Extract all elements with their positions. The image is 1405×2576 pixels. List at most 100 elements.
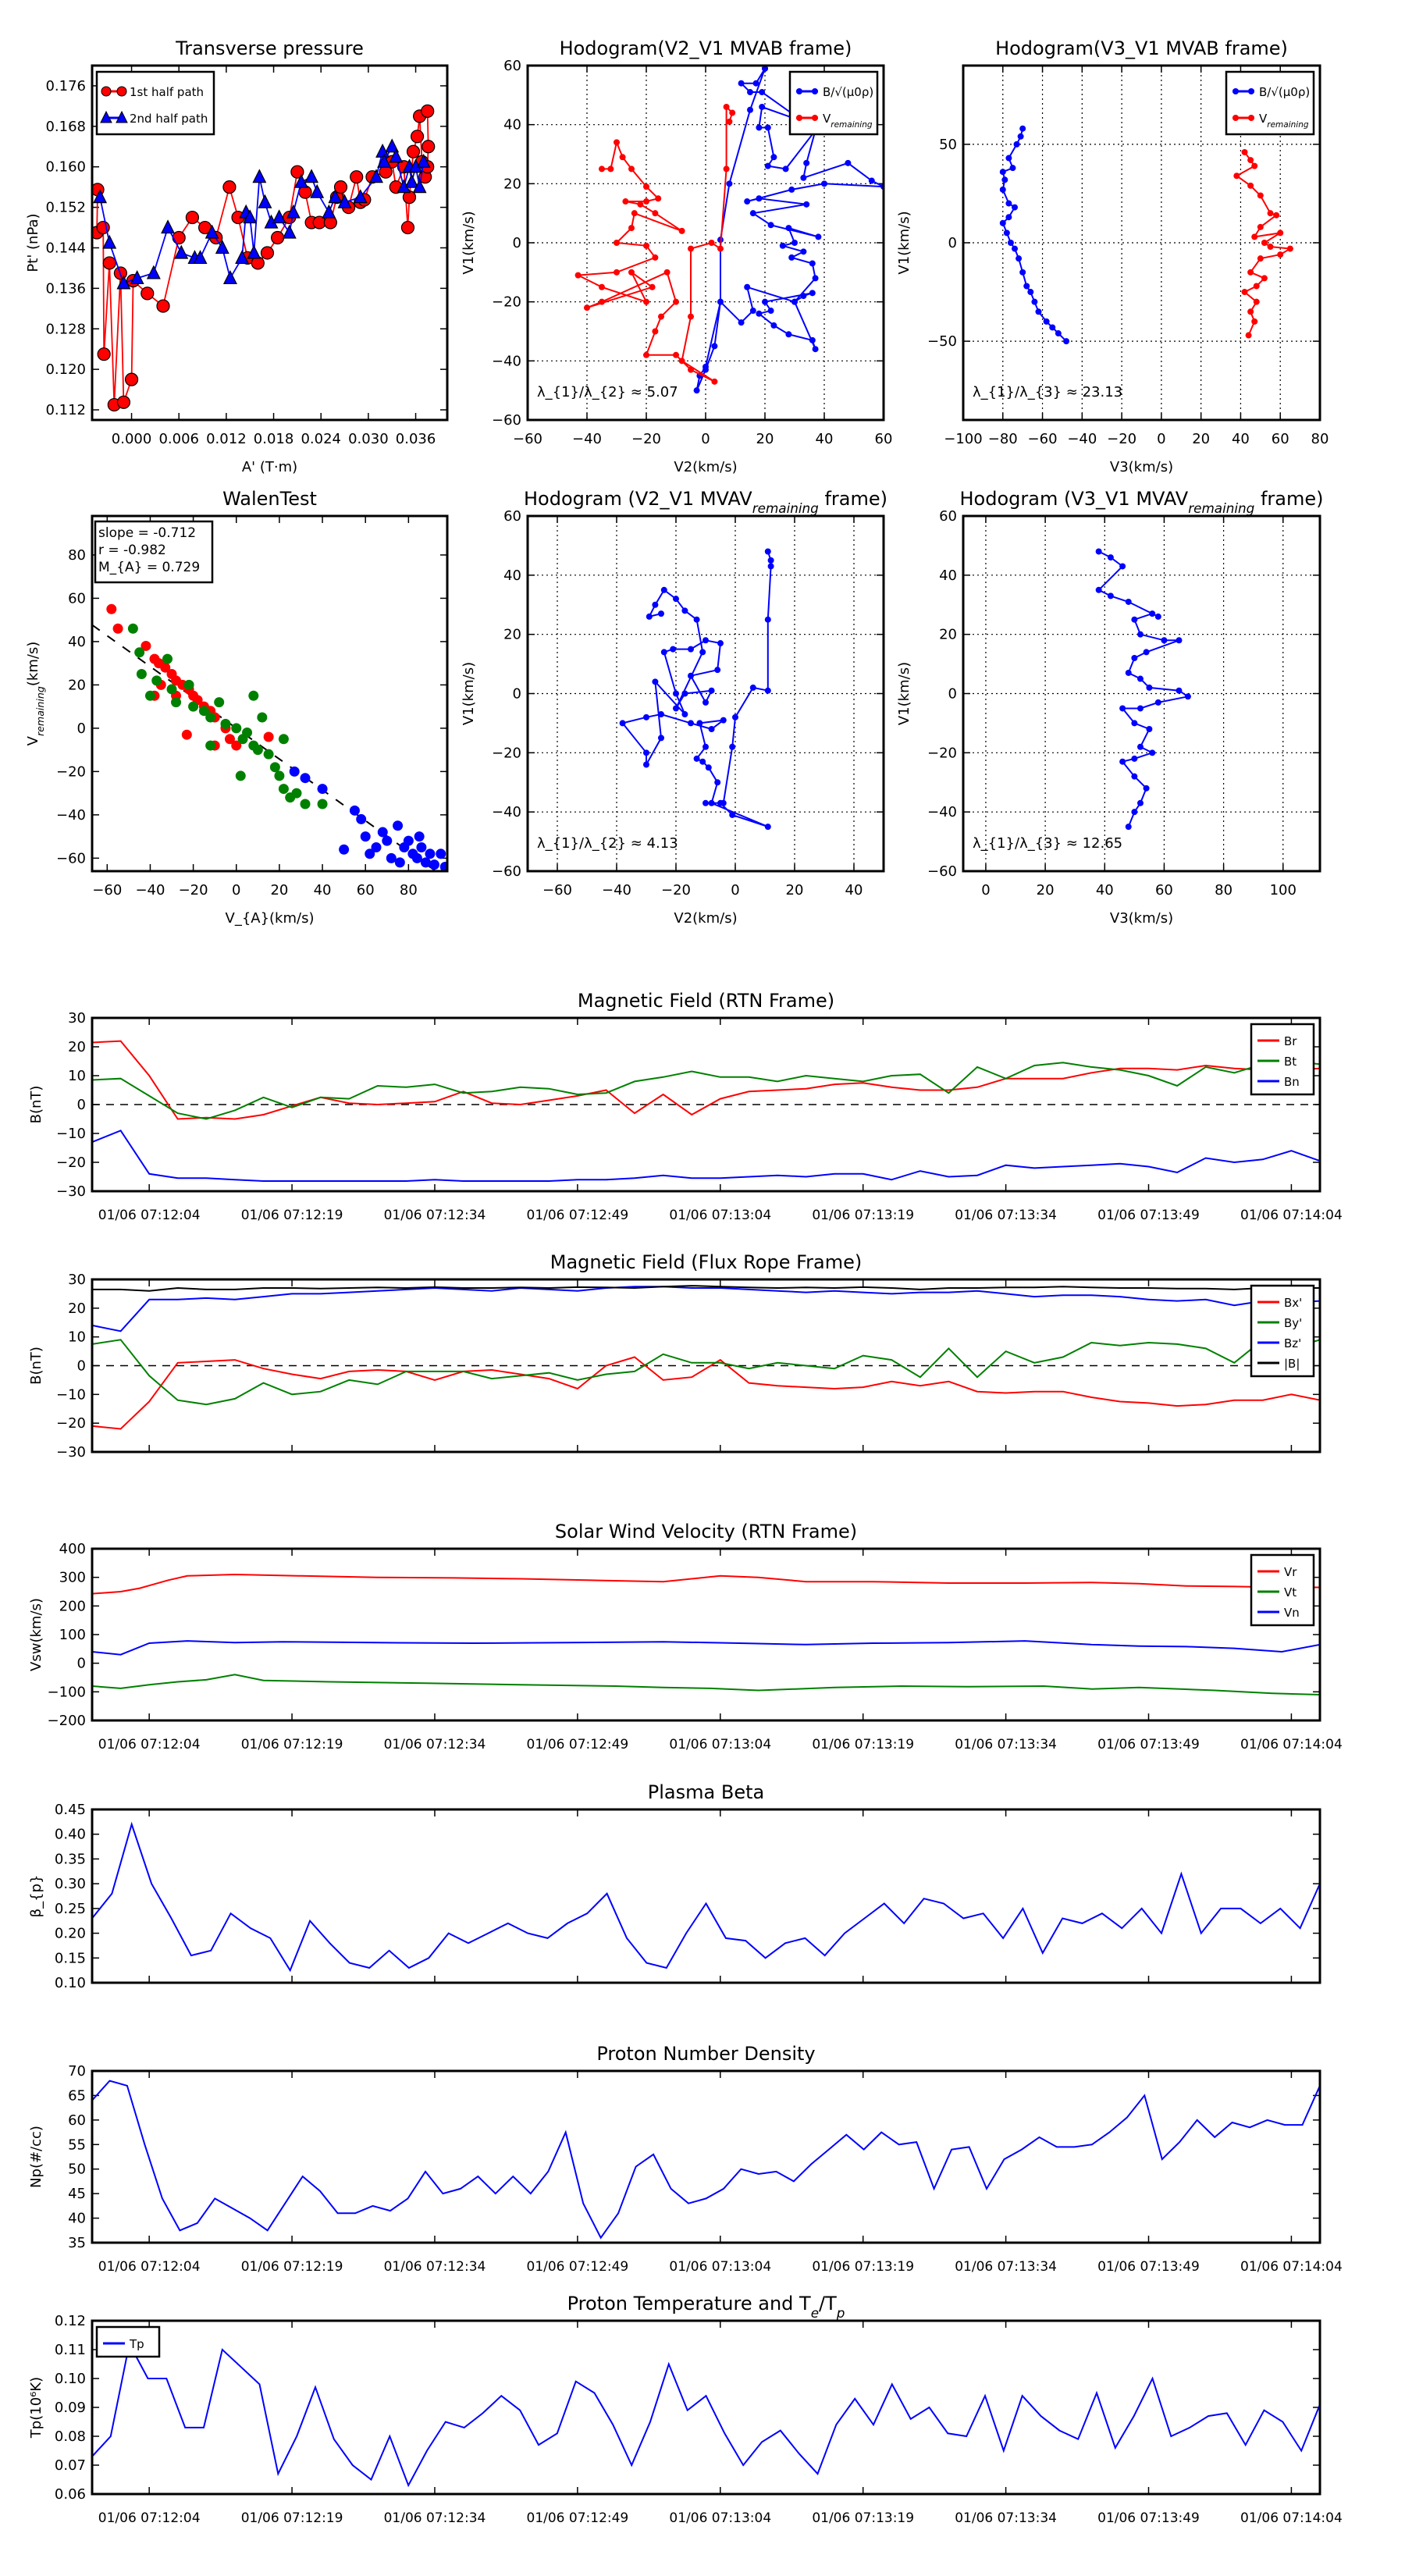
chart-title: Solar Wind Velocity (RTN Frame): [555, 1521, 857, 1542]
data-point: [116, 395, 131, 409]
x-tick-label: 01/06 07:13:34: [955, 1737, 1057, 1752]
data-point: [156, 299, 170, 313]
data-point: [660, 586, 667, 593]
data-point: [1257, 192, 1264, 199]
x-tick-label: 01/06 07:13:49: [1097, 2510, 1200, 2526]
np-chart: Proton Number Density 01/06 07:12:04 01/06…: [28, 2043, 1343, 2275]
y-tick-label: −20: [492, 294, 521, 311]
y-tick-label: 0: [77, 720, 86, 737]
series-line-by: [92, 1339, 1320, 1406]
data-point: [643, 198, 649, 205]
chart-title: Proton Number Density: [596, 2043, 815, 2065]
data-point: [788, 186, 795, 193]
data-point: [749, 210, 756, 217]
legend-label: 2nd half path: [130, 112, 208, 126]
data-point: [619, 154, 626, 161]
data-point: [215, 240, 229, 254]
data-point: [222, 180, 237, 194]
data-point: [688, 646, 694, 653]
y-axis-label: V1(km/s): [461, 662, 477, 725]
x-tick-label: 01/06 07:13:34: [955, 2510, 1057, 2526]
x-tick-label: 60: [357, 882, 375, 898]
data-point: [747, 106, 753, 113]
plot-area: [92, 603, 447, 871]
data-point: [1277, 251, 1284, 258]
y-tick-label: 65: [68, 2087, 86, 2104]
x-tick-label: 01/06 07:12:04: [98, 1208, 201, 1223]
plot-area: [619, 548, 774, 831]
y-tick-label: 0.08: [55, 2428, 86, 2445]
data-point: [258, 194, 272, 208]
data-point: [663, 269, 670, 276]
data-point: [235, 250, 250, 265]
legend-label: Br: [1284, 1034, 1297, 1048]
data-point: [304, 169, 319, 183]
transverse-chart: Transverse pressure 0.000 0.006 0.012 0.018 0…: [25, 37, 449, 475]
data-point: [1149, 610, 1156, 617]
data-point: [278, 734, 289, 745]
data-point: [688, 313, 694, 320]
x-tick-label: 40: [1096, 882, 1114, 898]
data-point: [702, 743, 709, 750]
data-point: [702, 699, 709, 706]
data-point: [696, 720, 703, 727]
data-point: [412, 179, 427, 194]
data-point: [681, 607, 688, 614]
x-tick-label: 01/06 07:13:49: [1097, 1208, 1200, 1223]
y-tick-label: 0: [948, 686, 957, 703]
data-point: [744, 198, 751, 205]
x-tick-label: 01/06 07:12:49: [527, 2510, 629, 2526]
data-point: [788, 254, 795, 261]
chart-title: WalenTest: [222, 488, 317, 510]
y-tick-label: 45: [68, 2186, 86, 2202]
data-point: [1143, 785, 1150, 792]
y-tick-label: −20: [56, 763, 86, 780]
x-tick-label: 01/06 07:13:04: [669, 1208, 771, 1223]
legend-box: [1250, 1553, 1315, 1627]
data-point: [1154, 699, 1161, 706]
x-tick-label: 20: [786, 882, 804, 898]
data-point: [658, 610, 664, 617]
x-tick-label: 60: [1272, 431, 1289, 447]
data-point: [188, 701, 199, 712]
beta-chart: Plasma Beta 0.10 0.15 0.20 0.25 0.30 0.35 0.40 0…: [28, 1781, 1321, 1991]
legend-box: [95, 70, 215, 136]
data-point: [646, 613, 653, 620]
y-tick-label: 20: [68, 1300, 86, 1317]
y-tick-label: 0.11: [55, 2342, 86, 2358]
y-tick-label: 0.168: [45, 119, 86, 135]
data-point: [681, 711, 688, 718]
legend-label: Bt: [1284, 1055, 1297, 1069]
data-point: [274, 770, 285, 781]
y-tick-label: 0.15: [55, 1950, 86, 1966]
data-point: [688, 366, 694, 373]
data-point: [411, 852, 422, 863]
data-point: [421, 104, 435, 118]
y-axis-label: V1(km/s): [461, 211, 477, 274]
legend-label: 1st half path: [130, 85, 204, 99]
legend-label: B/√(μ0ρ): [823, 85, 873, 99]
data-point: [749, 684, 756, 691]
series-line-b-0: [695, 68, 884, 391]
data-point: [767, 308, 774, 315]
data-point: [260, 246, 275, 260]
x-tick-label: 01/06 07:12:49: [527, 1737, 629, 1752]
y-tick-label: 10: [68, 1068, 86, 1084]
data-point: [717, 298, 724, 305]
data-point: [785, 331, 792, 338]
data-point: [322, 204, 336, 219]
data-point: [406, 144, 421, 158]
y-tick-label: −60: [492, 863, 521, 880]
y-tick-label: 0.128: [45, 321, 86, 337]
x-tick-label: 20: [1192, 431, 1210, 447]
y-axis-label: β_{p}: [28, 1875, 44, 1918]
data-point: [1049, 324, 1056, 331]
data-point: [699, 649, 706, 656]
x-tick-label: −100: [944, 431, 982, 447]
data-point: [1119, 705, 1126, 712]
axes-frame: [962, 64, 1321, 422]
data-point: [394, 857, 405, 868]
y-tick-label: 0.35: [55, 1851, 86, 1867]
data-point: [1253, 283, 1260, 290]
data-point: [1119, 563, 1126, 570]
